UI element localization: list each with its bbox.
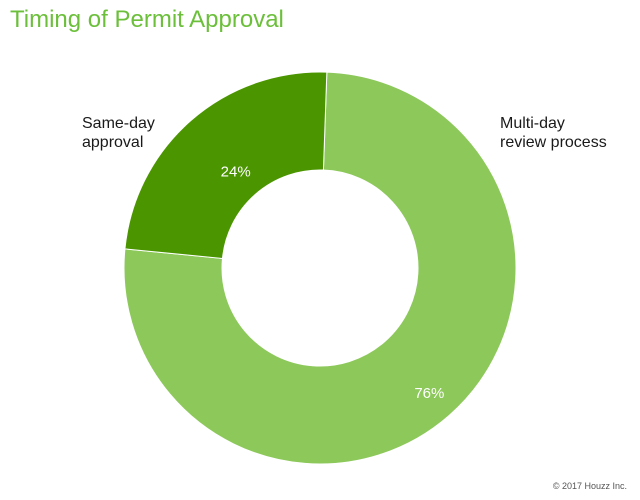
slice-label-multi-day-line-1: Multi-day xyxy=(500,115,565,132)
slice-label-multi-day: Multi-day review process xyxy=(500,114,607,152)
donut-slice-same-day xyxy=(124,71,328,259)
slice-label-multi-day-line-2: review process xyxy=(500,134,607,151)
slice-value-label-multi-day: 76% xyxy=(414,385,444,402)
chart-title: Timing of Permit Approval xyxy=(10,6,284,33)
slice-label-same-day-line-1: Same-day xyxy=(82,115,155,132)
copyright-notice: © 2017 Houzz Inc. xyxy=(552,481,627,491)
slice-label-same-day: Same-day approval xyxy=(82,114,155,152)
donut-slice-multi-day xyxy=(123,71,517,465)
slice-value-label-same-day: 24% xyxy=(221,164,251,181)
slice-label-same-day-line-2: approval xyxy=(82,134,144,151)
